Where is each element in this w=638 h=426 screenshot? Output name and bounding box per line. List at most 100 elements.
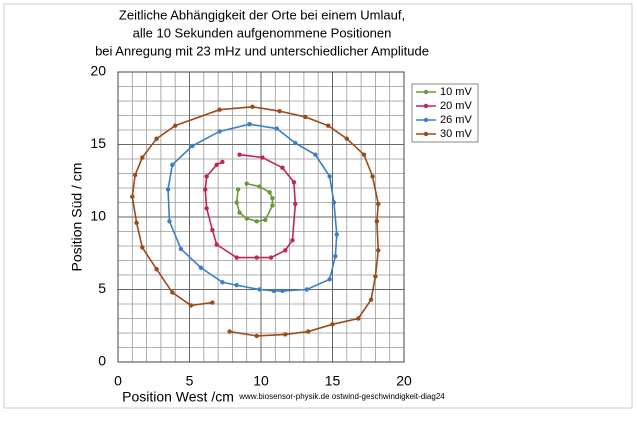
data-point [254,219,259,224]
data-point [227,329,232,334]
data-point [254,255,259,260]
x-tick-label: 5 [186,373,194,389]
y-tick-label: 20 [90,63,106,79]
data-point [220,280,225,285]
data-point [257,184,262,189]
data-point [277,108,282,114]
data-point [132,172,138,178]
data-point [270,203,275,208]
data-point [361,152,367,157]
data-point [244,216,249,221]
data-point [270,195,275,201]
data-point [368,297,374,302]
data-point [217,129,222,134]
x-tick-label: 20 [396,373,412,389]
legend-label: 30 mV [440,128,472,140]
legend-label: 10 mV [440,86,472,98]
y-tick-label: 15 [90,135,106,151]
data-point [293,140,298,146]
data-point [188,303,194,308]
data-point [280,165,285,170]
y-tick-label: 0 [98,353,106,369]
data-point [234,200,239,205]
data-point [327,277,332,282]
data-point [274,126,279,131]
data-point [154,136,159,141]
legend-label: 20 mV [440,100,472,112]
plot-border [117,71,405,363]
data-point [267,190,272,195]
data-point [214,162,219,167]
data-point [356,316,361,321]
x-tick-label: 0 [114,373,122,389]
y-tick-label: 5 [98,280,106,296]
data-point [170,162,175,167]
data-point [165,187,171,192]
data-point [283,332,288,337]
data-point [333,253,338,259]
data-point [334,232,339,237]
data-point [140,245,145,250]
data-point [271,288,277,294]
data-point [374,219,380,224]
data-point [220,159,225,165]
footnote: www.biosensor-physik.de ostwind-geschwin… [238,392,445,401]
data-point [173,123,178,128]
data-point [260,155,265,160]
data-point [237,210,242,215]
data-point [154,267,159,272]
data-point [305,329,311,334]
data-point [204,206,209,211]
data-point [217,107,222,112]
legend-box [411,83,479,143]
data-point [130,194,135,199]
data-point [293,201,298,207]
data-point [190,143,195,149]
data-point [203,187,208,192]
data-point [376,201,381,207]
data-point [330,322,335,327]
data-point [290,238,295,243]
legend-marker [423,117,429,123]
chart-title: alle 10 Sekunden aufgenommene Positionen [133,25,392,40]
chart-title: bei Anregung mit 23 mHz und unterschiedl… [95,43,429,58]
data-point [326,123,331,128]
data-point [331,200,337,205]
data-point [291,180,297,185]
x-tick-label: 15 [325,373,341,389]
data-point [214,242,219,247]
data-point [373,274,378,279]
data-point [134,220,139,225]
data-point [167,219,172,224]
data-point [235,187,241,192]
data-point [263,217,268,223]
data-point [250,104,255,110]
y-tick-label: 10 [90,208,106,224]
x-tick-label: 10 [253,373,269,389]
data-point [376,248,381,253]
data-point [234,255,239,260]
series-line [131,105,380,337]
data-point [247,122,252,127]
data-point [327,174,332,179]
data-point [170,290,175,295]
x-axis-label: Position West /cm [122,389,234,405]
data-point [344,136,349,141]
data-point [257,287,262,292]
data-point [210,300,215,305]
data-point [268,255,274,260]
data-point [244,181,249,186]
data-point [178,246,184,252]
data-point [304,287,309,292]
legend-label: 26 mV [440,114,472,126]
data-point [140,155,145,160]
legend-marker [423,103,429,109]
data-point [210,227,215,233]
data-point [280,288,285,294]
legend-marker [423,131,429,137]
data-point [237,152,242,157]
data-point [303,114,308,120]
data-point [254,333,259,339]
data-point [234,282,239,288]
